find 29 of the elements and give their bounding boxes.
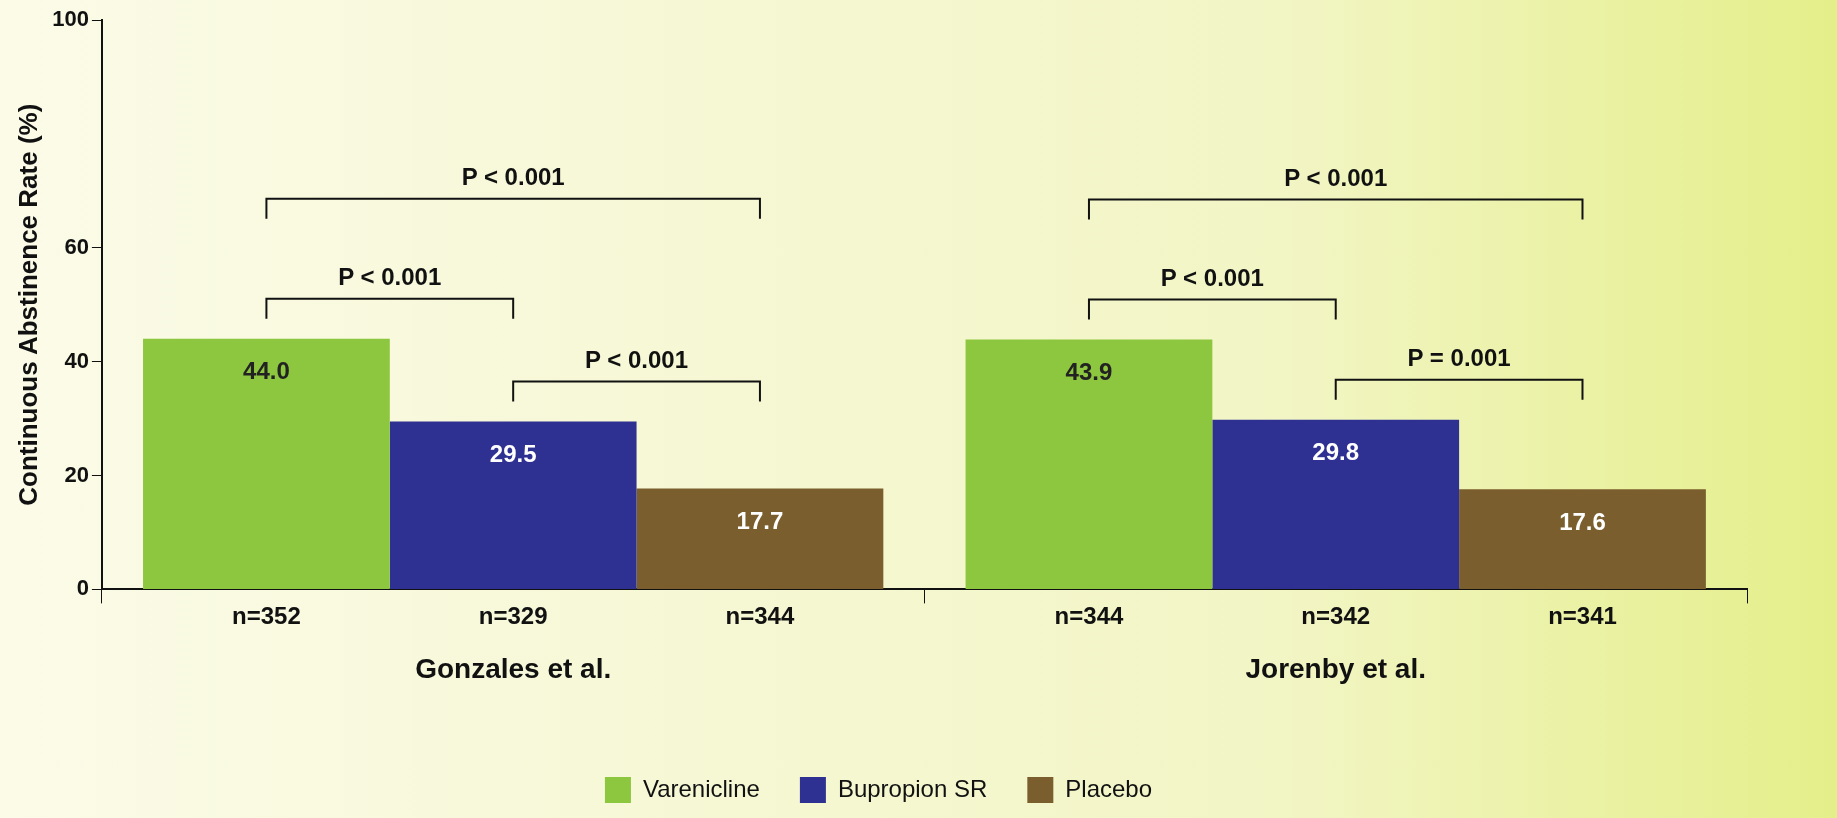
text: n=342 <box>1301 602 1371 630</box>
legend-label: Bupropion SR <box>837 774 988 802</box>
annotation: P < 0.001 <box>1160 264 1264 292</box>
data-label: 17.7 <box>736 507 784 535</box>
data-label: 43.9 <box>1065 358 1113 386</box>
legend-label: Varenicline <box>642 774 760 802</box>
y-tick-label: 40 <box>64 347 89 373</box>
data-label: 17.6 <box>1559 507 1606 535</box>
x-tick-label: Jorenby et al. <box>1245 652 1426 684</box>
data-label: 29.8 <box>1312 438 1360 466</box>
text: n=341 <box>1548 602 1617 630</box>
text: n=352 <box>232 602 301 630</box>
annotation: P < 0.001 <box>585 346 689 374</box>
data-label: 29.5 <box>489 440 537 468</box>
annotation: P < 0.001 <box>338 263 442 291</box>
y-axis-title: Continuous Abstinence Rate (%) <box>12 103 43 506</box>
legend-label: Placebo <box>1065 774 1153 802</box>
annotation: P = 0.001 <box>1407 344 1511 372</box>
annotation: P < 0.001 <box>461 163 565 191</box>
x-tick-label: Gonzales et al. <box>415 652 612 684</box>
y-tick-label: 60 <box>64 233 89 259</box>
data-label: 44.0 <box>243 357 290 385</box>
y-tick-label: 20 <box>64 461 89 487</box>
text: n=344 <box>1054 602 1124 630</box>
text: n=329 <box>478 602 548 630</box>
annotation: P < 0.001 <box>1284 164 1388 192</box>
text: n=344 <box>725 602 795 630</box>
y-tick-label: 100 <box>52 6 89 32</box>
y-tick-label: 0 <box>76 575 89 601</box>
